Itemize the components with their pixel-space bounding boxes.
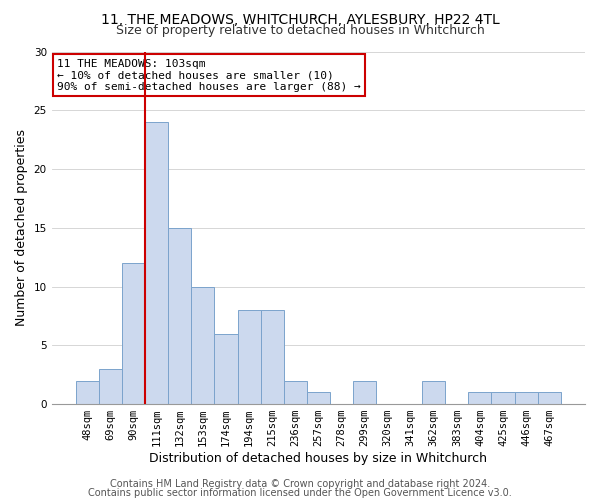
Bar — [538, 392, 561, 404]
Text: 11, THE MEADOWS, WHITCHURCH, AYLESBURY, HP22 4TL: 11, THE MEADOWS, WHITCHURCH, AYLESBURY, … — [101, 12, 499, 26]
Bar — [122, 263, 145, 404]
Bar — [469, 392, 491, 404]
Bar — [145, 122, 168, 404]
Bar — [168, 228, 191, 404]
Bar — [99, 369, 122, 404]
Y-axis label: Number of detached properties: Number of detached properties — [15, 130, 28, 326]
Text: Size of property relative to detached houses in Whitchurch: Size of property relative to detached ho… — [116, 24, 484, 37]
Bar — [422, 380, 445, 404]
Bar — [284, 380, 307, 404]
Text: Contains HM Land Registry data © Crown copyright and database right 2024.: Contains HM Land Registry data © Crown c… — [110, 479, 490, 489]
Bar — [307, 392, 330, 404]
X-axis label: Distribution of detached houses by size in Whitchurch: Distribution of detached houses by size … — [149, 452, 487, 465]
Bar — [353, 380, 376, 404]
Bar — [214, 334, 238, 404]
Bar — [76, 380, 99, 404]
Bar — [238, 310, 260, 404]
Bar — [515, 392, 538, 404]
Text: 11 THE MEADOWS: 103sqm
← 10% of detached houses are smaller (10)
90% of semi-det: 11 THE MEADOWS: 103sqm ← 10% of detached… — [57, 58, 361, 92]
Text: Contains public sector information licensed under the Open Government Licence v3: Contains public sector information licen… — [88, 488, 512, 498]
Bar — [260, 310, 284, 404]
Bar — [191, 286, 214, 404]
Bar — [491, 392, 515, 404]
